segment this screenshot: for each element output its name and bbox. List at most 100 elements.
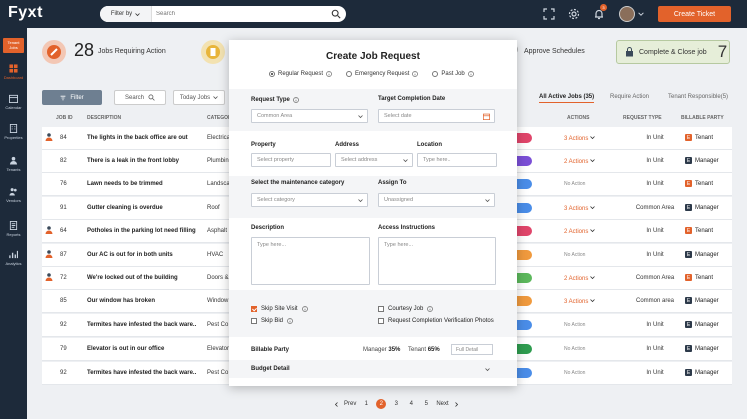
tenant-jobs-button[interactable]: Tenant Jobs <box>3 38 24 53</box>
courtesy-job-checkbox[interactable]: Courtesy Job <box>378 306 434 312</box>
job-description[interactable]: Gutter cleaning is overdue <box>87 205 163 211</box>
property-select[interactable]: Select property <box>251 153 331 167</box>
sidebar-item-properties[interactable]: Properties <box>0 124 27 140</box>
status-badge[interactable] <box>512 250 532 260</box>
job-id[interactable]: 92 <box>60 322 67 328</box>
actions-dropdown[interactable]: 2 Actions <box>564 275 595 282</box>
skip-site-visit-checkbox[interactable]: Skip Site Visit <box>251 306 308 312</box>
job-description[interactable]: We're locked out of the building <box>87 275 178 281</box>
job-id[interactable]: 87 <box>60 252 67 258</box>
page-3[interactable]: 3 <box>394 401 399 407</box>
job-description[interactable]: Termites have infested the back ware.. <box>87 322 197 328</box>
checkbox-box[interactable] <box>378 318 384 324</box>
info-icon[interactable] <box>467 71 474 77</box>
sidebar-item-dashboard[interactable]: Dashboard <box>0 64 27 80</box>
sidebar-item-reports[interactable]: Reports <box>0 221 27 237</box>
job-id[interactable]: 84 <box>60 135 67 141</box>
info-icon[interactable] <box>301 306 308 312</box>
sidebar-item-analytics[interactable]: Analytics <box>0 250 27 266</box>
status-badge[interactable] <box>512 203 532 213</box>
complete-close-card[interactable]: Complete & Close job 7 <box>616 40 730 64</box>
info-icon[interactable] <box>287 318 293 324</box>
job-id[interactable]: 76 <box>60 181 67 187</box>
assign-to-select[interactable]: Unassigned <box>378 193 495 207</box>
job-id[interactable]: 91 <box>60 205 67 211</box>
sidebar-item-tenants[interactable]: Tenants <box>0 156 27 172</box>
access-textarea[interactable]: Type here... <box>378 237 496 285</box>
chevron-right-icon[interactable] <box>454 401 459 407</box>
chevron-down-icon[interactable] <box>485 367 490 372</box>
job-description[interactable]: Our window has broken <box>87 298 156 304</box>
page-1[interactable]: 1 <box>364 401 369 407</box>
job-description[interactable]: Potholes in the parking lot need filling <box>87 228 196 234</box>
skip-bid-checkbox[interactable]: Skip Bid <box>251 318 293 324</box>
job-id[interactable]: 82 <box>60 158 67 164</box>
jobs-requiring-action-count[interactable]: 28 <box>74 40 95 60</box>
app-logo[interactable]: Fyxt <box>8 4 43 21</box>
status-badge[interactable] <box>512 226 532 236</box>
chevron-left-icon[interactable] <box>334 401 339 407</box>
search-input[interactable] <box>156 8 326 20</box>
status-badge[interactable] <box>512 179 532 189</box>
radio-regular-request[interactable]: Regular Request <box>269 71 332 77</box>
actions-dropdown[interactable]: 2 Actions <box>564 158 595 165</box>
actions-dropdown[interactable]: 3 Actions <box>564 205 595 212</box>
next-button[interactable]: Next <box>436 401 449 407</box>
request-type-select[interactable]: Common Area <box>251 109 368 123</box>
info-icon[interactable] <box>326 71 332 77</box>
calendar-icon[interactable] <box>483 113 490 120</box>
chevron-down-icon[interactable] <box>638 11 644 17</box>
location-input[interactable]: Type here.. <box>417 153 497 167</box>
bell-icon[interactable] <box>593 8 605 20</box>
radio-dot[interactable] <box>432 71 439 77</box>
category-select[interactable]: Select category <box>251 193 368 207</box>
checkbox-box[interactable] <box>251 306 257 312</box>
section-budget-detail[interactable]: Budget Detail <box>229 360 517 378</box>
job-id[interactable]: 79 <box>60 346 67 352</box>
actions-dropdown[interactable]: 3 Actions <box>564 298 595 305</box>
tab-require-action[interactable]: Require Action <box>610 94 650 100</box>
checkbox-box[interactable] <box>251 318 257 324</box>
info-icon[interactable] <box>412 71 419 77</box>
tab-all-active-jobs[interactable]: All Active Jobs (35) <box>539 94 595 103</box>
status-badge[interactable] <box>512 344 532 354</box>
job-description[interactable]: Termites have infested the back ware.. <box>87 370 197 376</box>
job-description[interactable]: Elevator is out in our office <box>87 346 165 352</box>
target-date-input[interactable]: Select date <box>378 109 495 123</box>
page-4[interactable]: 4 <box>409 401 414 407</box>
job-description[interactable]: Lawn needs to be trimmed <box>87 181 163 187</box>
radio-dot[interactable] <box>269 71 275 77</box>
sidebar-item-calendar[interactable]: Calendar <box>0 94 27 110</box>
create-ticket-button[interactable]: Create Ticket <box>658 6 731 22</box>
job-id[interactable]: 85 <box>60 298 67 304</box>
filter-button[interactable]: Filter <box>42 90 102 105</box>
address-select[interactable]: Select address <box>335 153 413 167</box>
actions-dropdown[interactable]: 2 Actions <box>564 228 595 235</box>
radio-dot[interactable] <box>346 71 353 77</box>
expand-icon[interactable] <box>543 8 555 20</box>
radio-past-job[interactable]: Past Job <box>432 71 474 77</box>
prev-button[interactable]: Prev <box>344 401 357 407</box>
filter-by-dropdown[interactable]: Filter by <box>100 6 152 22</box>
job-description[interactable]: Our AC is out for in both units <box>87 252 173 258</box>
page-2[interactable]: 2 <box>376 399 387 409</box>
full-detail-dropdown[interactable]: Full Detail <box>451 344 493 355</box>
status-badge[interactable] <box>512 156 532 166</box>
gear-icon[interactable] <box>568 8 580 20</box>
actions-dropdown[interactable]: 3 Actions <box>564 135 595 142</box>
avatar[interactable] <box>619 6 635 22</box>
page-5[interactable]: 5 <box>424 401 429 407</box>
today-jobs-dropdown[interactable]: Today Jobs <box>173 90 225 105</box>
status-badge[interactable] <box>512 320 532 330</box>
info-icon[interactable] <box>293 97 299 103</box>
job-id[interactable]: 64 <box>60 228 67 234</box>
status-badge[interactable] <box>512 296 532 306</box>
job-description[interactable]: The lights in the back office are out <box>87 135 188 141</box>
checkbox-box[interactable] <box>378 306 384 312</box>
sidebar-item-vendors[interactable]: Vendors <box>0 187 27 203</box>
job-id[interactable]: 92 <box>60 370 67 376</box>
tab-tenant-responsible[interactable]: Tenant Responsible(5) <box>668 94 729 100</box>
status-badge[interactable] <box>512 133 532 143</box>
job-description[interactable]: There is a leak in the front lobby <box>87 158 180 164</box>
jobs-search[interactable]: Search <box>114 90 166 105</box>
